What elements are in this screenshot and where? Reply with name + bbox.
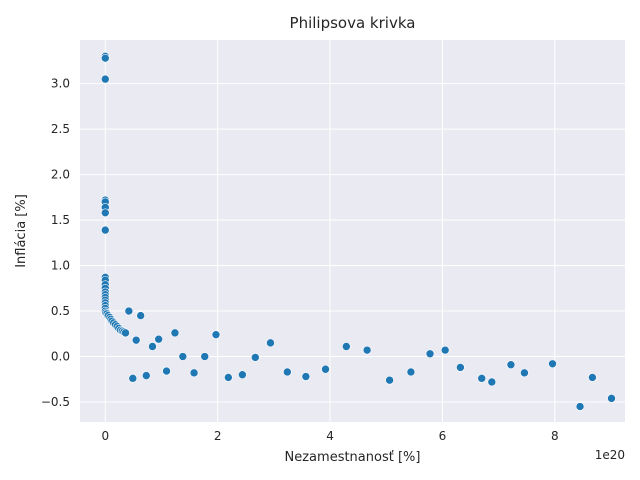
data-point: [575, 402, 585, 411]
data-point: [100, 225, 110, 235]
data-point: [124, 306, 134, 316]
data-point: [301, 372, 311, 381]
data-point: [548, 359, 557, 369]
data-point: [477, 374, 487, 383]
x-tick-label: 6: [439, 429, 447, 443]
data-point: [211, 330, 221, 339]
data-point: [342, 342, 351, 351]
data-point: [266, 338, 275, 348]
data-point: [170, 328, 180, 338]
data-point: [506, 360, 516, 370]
y-tick-label: 0.0: [51, 350, 70, 364]
y-tick-label: 2.0: [51, 168, 70, 182]
data-point: [224, 373, 233, 382]
data-point: [189, 368, 199, 378]
x-tick-label: 8: [551, 429, 559, 443]
data-point: [100, 53, 110, 63]
data-point: [178, 352, 188, 361]
data-point: [141, 371, 151, 380]
data-point: [520, 368, 529, 378]
y-tick-label: −0.5: [41, 395, 70, 409]
y-tick-label: 1.0: [51, 259, 70, 273]
data-point: [238, 370, 247, 380]
data-point: [406, 367, 416, 377]
data-point: [588, 373, 597, 382]
data-point: [456, 363, 465, 372]
data-points: [100, 52, 616, 411]
data-point: [200, 352, 210, 361]
x-tick-label: 2: [214, 429, 222, 443]
data-point: [100, 74, 110, 84]
data-point: [128, 374, 138, 383]
data-point: [385, 375, 394, 385]
x-axis-label: Nezamestnanosť [%]: [285, 450, 421, 465]
y-axis-label: Inflácia [%]: [14, 194, 29, 268]
data-point: [250, 353, 260, 362]
data-point: [425, 349, 435, 359]
y-tick-label: 2.5: [51, 122, 70, 136]
x-tick-label: 0: [101, 429, 109, 443]
data-point: [321, 364, 330, 374]
y-tick-label: 1.5: [51, 213, 70, 227]
data-point: [162, 366, 171, 376]
data-point: [607, 394, 616, 403]
data-point: [148, 342, 157, 351]
data-point: [362, 345, 372, 355]
data-point: [100, 208, 110, 218]
x-tick-label: 4: [326, 429, 334, 443]
y-tick-label: 0.5: [51, 304, 70, 318]
data-point: [440, 345, 450, 355]
chart-title: Philipsova krivka: [290, 14, 416, 32]
data-point: [487, 377, 497, 387]
gridlines: [80, 40, 625, 422]
x-axis-offset-label: 1e20: [595, 448, 625, 462]
data-point: [121, 328, 130, 338]
data-point: [283, 367, 292, 377]
tick-labels: 0 2 4 6 8 −0.5 0.0 0.5 1.0 1.5 2.0 2.5 3.0: [41, 77, 559, 443]
data-point: [154, 334, 163, 344]
data-point: [131, 335, 141, 345]
data-point: [136, 311, 145, 320]
plot-area: [80, 40, 625, 422]
y-tick-label: 3.0: [51, 77, 70, 91]
